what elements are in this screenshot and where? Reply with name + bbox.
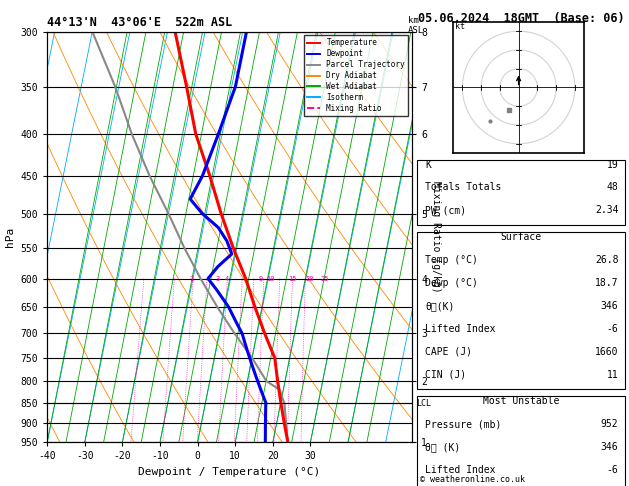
Text: PW (cm): PW (cm) xyxy=(425,206,467,215)
Text: -6: -6 xyxy=(606,324,618,334)
Text: -6: -6 xyxy=(606,465,618,475)
Text: Surface: Surface xyxy=(500,232,542,242)
Text: 26.8: 26.8 xyxy=(595,255,618,265)
Text: 19: 19 xyxy=(606,159,618,170)
Text: Dewp (°C): Dewp (°C) xyxy=(425,278,478,288)
Text: 10: 10 xyxy=(266,276,274,281)
Text: Most Unstable: Most Unstable xyxy=(482,397,559,406)
Text: 20: 20 xyxy=(305,276,314,281)
Text: Temp (°C): Temp (°C) xyxy=(425,255,478,265)
Text: © weatheronline.co.uk: © weatheronline.co.uk xyxy=(420,474,525,484)
Text: 25: 25 xyxy=(320,276,329,281)
Text: 952: 952 xyxy=(601,419,618,429)
Text: θᴇ(K): θᴇ(K) xyxy=(425,301,455,311)
Y-axis label: Mixing Ratio (g/kg): Mixing Ratio (g/kg) xyxy=(431,181,441,293)
Text: 346: 346 xyxy=(601,301,618,311)
Text: LCL: LCL xyxy=(416,399,431,408)
Text: Lifted Index: Lifted Index xyxy=(425,324,496,334)
Text: CAPE (J): CAPE (J) xyxy=(425,347,472,357)
Text: 9: 9 xyxy=(259,276,263,281)
Text: Lifted Index: Lifted Index xyxy=(425,465,496,475)
Text: 3: 3 xyxy=(215,276,220,281)
Text: 48: 48 xyxy=(606,182,618,192)
Legend: Temperature, Dewpoint, Parcel Trajectory, Dry Adiabat, Wet Adiabat, Isotherm, Mi: Temperature, Dewpoint, Parcel Trajectory… xyxy=(304,35,408,116)
Bar xyxy=(417,232,625,389)
Y-axis label: hPa: hPa xyxy=(5,227,15,247)
Text: 1: 1 xyxy=(189,276,193,281)
X-axis label: Dewpoint / Temperature (°C): Dewpoint / Temperature (°C) xyxy=(138,467,321,477)
Text: 346: 346 xyxy=(601,442,618,452)
Text: kt: kt xyxy=(455,22,465,32)
Text: 18.7: 18.7 xyxy=(595,278,618,288)
Text: Pressure (mb): Pressure (mb) xyxy=(425,419,502,429)
Text: 1660: 1660 xyxy=(595,347,618,357)
Text: 05.06.2024  18GMT  (Base: 06): 05.06.2024 18GMT (Base: 06) xyxy=(418,12,625,25)
Text: 15: 15 xyxy=(289,276,297,281)
Bar xyxy=(417,397,625,486)
Text: 44°13'N  43°06'E  522m ASL: 44°13'N 43°06'E 522m ASL xyxy=(47,16,233,29)
Text: 4: 4 xyxy=(225,276,229,281)
Bar xyxy=(417,159,625,225)
Text: 11: 11 xyxy=(606,370,618,380)
Text: 2.34: 2.34 xyxy=(595,206,618,215)
Text: θᴇ (K): θᴇ (K) xyxy=(425,442,460,452)
Text: Totals Totals: Totals Totals xyxy=(425,182,502,192)
Text: K: K xyxy=(425,159,431,170)
Text: CIN (J): CIN (J) xyxy=(425,370,467,380)
Text: km
ASL: km ASL xyxy=(408,16,424,35)
